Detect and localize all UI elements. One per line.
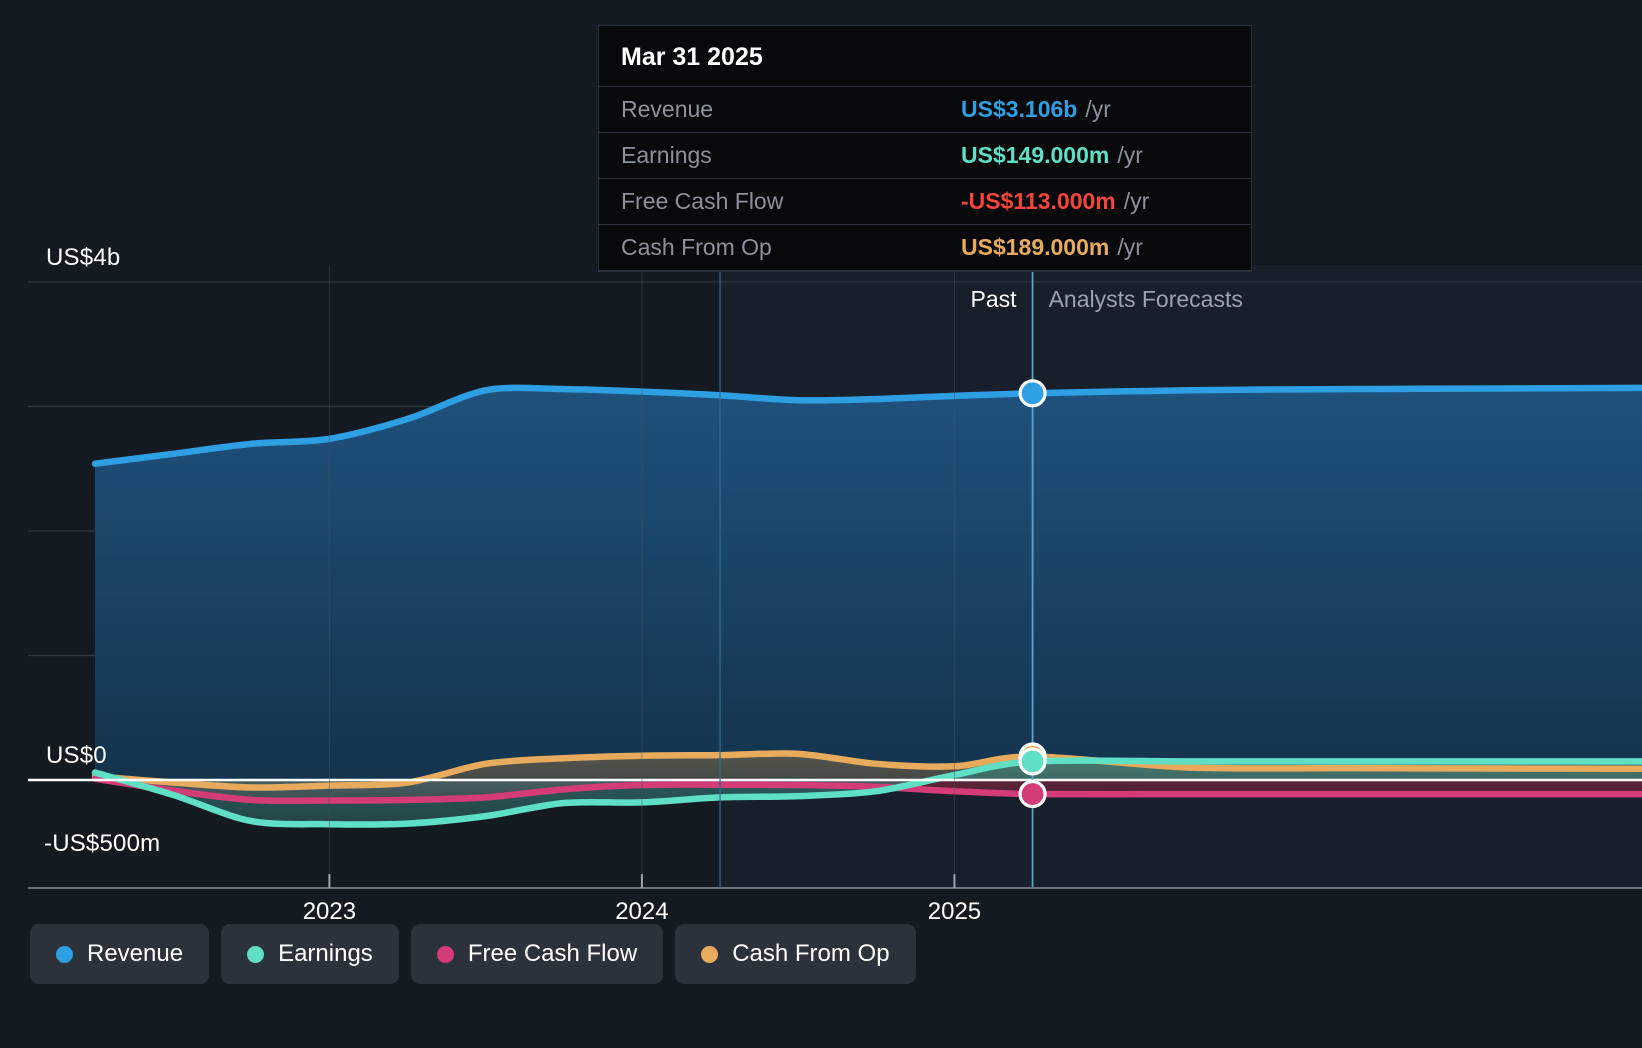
- legend-dot-revenue-icon: [56, 945, 73, 963]
- tooltip-unit-free-cash-flow: /yr: [1123, 188, 1150, 214]
- legend-label-revenue: Revenue: [87, 940, 184, 967]
- tooltip-unit-revenue: /yr: [1085, 96, 1111, 122]
- legend-item-cash-from-op[interactable]: Cash From Op: [675, 924, 916, 984]
- legend-dot-cash-from-op-icon: [701, 945, 719, 963]
- tooltip-label-earnings: Earnings: [621, 142, 712, 168]
- y-axis-label-zero: US$0: [46, 742, 107, 769]
- tooltip-date: Mar 31 2025: [621, 43, 763, 71]
- tooltip-row-cash-from-op: Cash From Op US$189.000m /yr: [599, 224, 1251, 271]
- chart-legend: Revenue Earnings Free Cash Flow Cash Fro…: [30, 924, 916, 984]
- tooltip-value-revenue: US$3.106b: [961, 96, 1078, 122]
- tooltip-unit-earnings: /yr: [1117, 142, 1143, 168]
- tooltip-row-earnings: Earnings US$149.000m /yr: [599, 132, 1251, 178]
- legend-item-earnings[interactable]: Earnings: [221, 924, 399, 984]
- past-segment-label: Past: [970, 286, 1017, 312]
- legend-label-cash-from-op: Cash From Op: [732, 940, 890, 967]
- tooltip-label-free-cash-flow: Free Cash Flow: [621, 188, 784, 214]
- legend-item-revenue[interactable]: Revenue: [30, 924, 210, 984]
- data-tooltip: Mar 31 2025 Revenue US$3.106b /yr Earnin…: [598, 25, 1252, 272]
- x-axis-label-2024: 2024: [615, 898, 669, 925]
- x-axis-label-2025: 2025: [927, 898, 982, 925]
- y-axis-label-negative: -US$500m: [44, 830, 161, 858]
- legend-dot-free-cash-flow-icon: [436, 945, 454, 963]
- tooltip-row-free-cash-flow: Free Cash Flow -US$113.000m /yr: [599, 178, 1251, 224]
- forecast-segment-label: Analysts Forecasts: [1048, 286, 1243, 312]
- legend-dot-earnings-icon: [247, 945, 265, 963]
- tooltip-value-cash-from-op: US$189.000m: [961, 234, 1110, 260]
- legend-item-free-cash-flow[interactable]: Free Cash Flow: [410, 924, 664, 984]
- x-axis-label-2023: 2023: [302, 898, 357, 925]
- tooltip-label-revenue: Revenue: [621, 96, 714, 122]
- tooltip-label-cash-from-op: Cash From Op: [621, 234, 772, 260]
- tooltip-unit-cash-from-op: /yr: [1117, 234, 1143, 260]
- tooltip-value-earnings: US$149.000m: [961, 142, 1110, 168]
- legend-label-free-cash-flow: Free Cash Flow: [467, 940, 638, 967]
- tooltip-value-free-cash-flow: -US$113.000m: [961, 188, 1116, 214]
- tooltip-row-revenue: Revenue US$3.106b /yr: [599, 86, 1251, 132]
- legend-label-earnings: Earnings: [278, 940, 373, 967]
- y-axis-label-top: US$4b: [46, 244, 121, 271]
